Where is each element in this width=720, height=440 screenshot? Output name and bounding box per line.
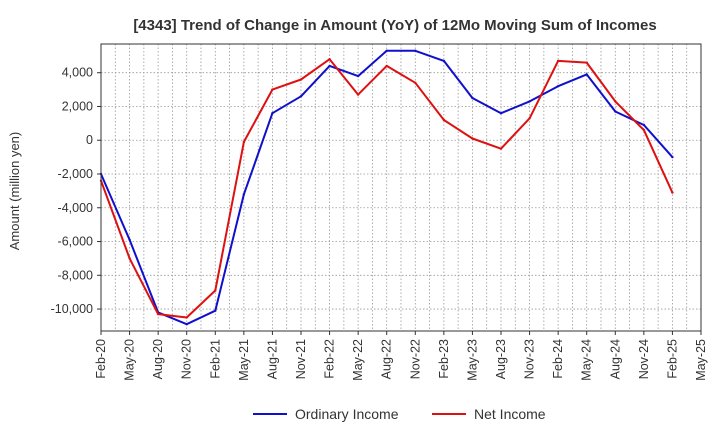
data-point <box>499 112 503 115</box>
x-tick-label: May-20 <box>123 339 137 381</box>
data-point <box>671 155 674 159</box>
y-tick-label: -8,000 <box>58 268 93 282</box>
data-point <box>614 110 617 113</box>
data-point <box>328 64 331 68</box>
x-tick-label: Aug-22 <box>380 339 394 379</box>
y-axis-label: Amount (million yen) <box>7 132 22 251</box>
x-tick-label: Feb-20 <box>94 339 108 379</box>
legend: Ordinary Income Net Income <box>253 406 546 422</box>
data-point <box>556 85 560 88</box>
x-tick-label: Nov-21 <box>294 339 308 379</box>
x-tick-label: Feb-25 <box>665 339 679 379</box>
y-axis: -10,000 -8,000 -6,000 -4,000 -2,000 0 2,000 4,0… <box>51 66 101 316</box>
series-layer <box>99 49 674 326</box>
x-tick-label: Nov-23 <box>523 339 537 379</box>
data-point <box>214 289 217 292</box>
data-point <box>356 74 360 78</box>
legend-label: Net Income <box>474 406 546 422</box>
x-tick-label: Nov-20 <box>180 339 194 379</box>
y-tick-label: -10,000 <box>51 302 93 316</box>
data-point <box>642 123 646 127</box>
data-point <box>642 128 646 132</box>
data-point <box>214 309 217 312</box>
x-tick-label: Feb-22 <box>323 339 337 379</box>
data-point <box>271 88 274 91</box>
data-point <box>442 59 446 63</box>
data-point <box>385 49 388 52</box>
x-tick-label: Feb-21 <box>208 339 222 379</box>
data-point <box>671 191 674 194</box>
y-tick-label: 0 <box>86 133 93 147</box>
data-point <box>156 312 160 316</box>
plot-frame <box>100 43 702 332</box>
data-point <box>585 73 588 76</box>
data-point <box>414 81 417 85</box>
data-point <box>528 117 531 120</box>
x-tick-label: Nov-24 <box>637 339 651 379</box>
data-point <box>242 193 246 196</box>
chart-title: [4343] Trend of Change in Amount (YoY) o… <box>133 17 656 34</box>
data-point <box>499 147 503 150</box>
x-tick-label: Aug-23 <box>494 339 508 379</box>
data-point <box>385 64 388 68</box>
x-tick-label: May-25 <box>694 339 708 381</box>
y-tick-label: -6,000 <box>58 235 93 249</box>
x-tick-label: May-24 <box>580 339 594 381</box>
x-axis: Feb-20 May-20 Aug-20 Nov-20 Feb-21 May-21 Aug-… <box>94 331 708 381</box>
x-tick-label: May-22 <box>351 339 365 381</box>
x-tick-label: May-23 <box>465 339 479 381</box>
data-point <box>585 61 588 64</box>
y-tick-label: -2,000 <box>58 167 93 181</box>
legend-label: Ordinary Income <box>295 406 399 422</box>
y-tick-label: 4,000 <box>62 66 93 80</box>
data-point <box>328 58 331 61</box>
data-point <box>356 93 360 96</box>
gridlines <box>100 44 702 331</box>
data-point <box>528 100 531 103</box>
x-tick-label: Nov-22 <box>408 339 422 379</box>
y-tick-label: -4,000 <box>58 201 93 215</box>
x-tick-label: May-21 <box>237 339 251 381</box>
data-point <box>128 238 131 241</box>
data-point <box>614 100 617 103</box>
data-point <box>242 140 246 144</box>
y-tick-label: 2,000 <box>62 99 93 113</box>
x-tick-label: Feb-23 <box>437 339 451 379</box>
data-point <box>185 316 188 319</box>
data-point <box>271 112 274 115</box>
data-point <box>299 78 303 81</box>
data-point <box>471 137 474 140</box>
data-point <box>414 49 417 52</box>
x-tick-label: Aug-24 <box>608 339 622 379</box>
data-point <box>128 257 131 260</box>
x-tick-label: Aug-20 <box>151 339 165 379</box>
data-point <box>442 118 446 122</box>
data-point <box>556 59 560 63</box>
x-tick-label: Aug-21 <box>265 339 279 379</box>
data-point <box>299 95 303 98</box>
x-tick-label: Feb-24 <box>551 339 565 379</box>
data-point <box>471 96 474 100</box>
data-point <box>185 323 188 326</box>
